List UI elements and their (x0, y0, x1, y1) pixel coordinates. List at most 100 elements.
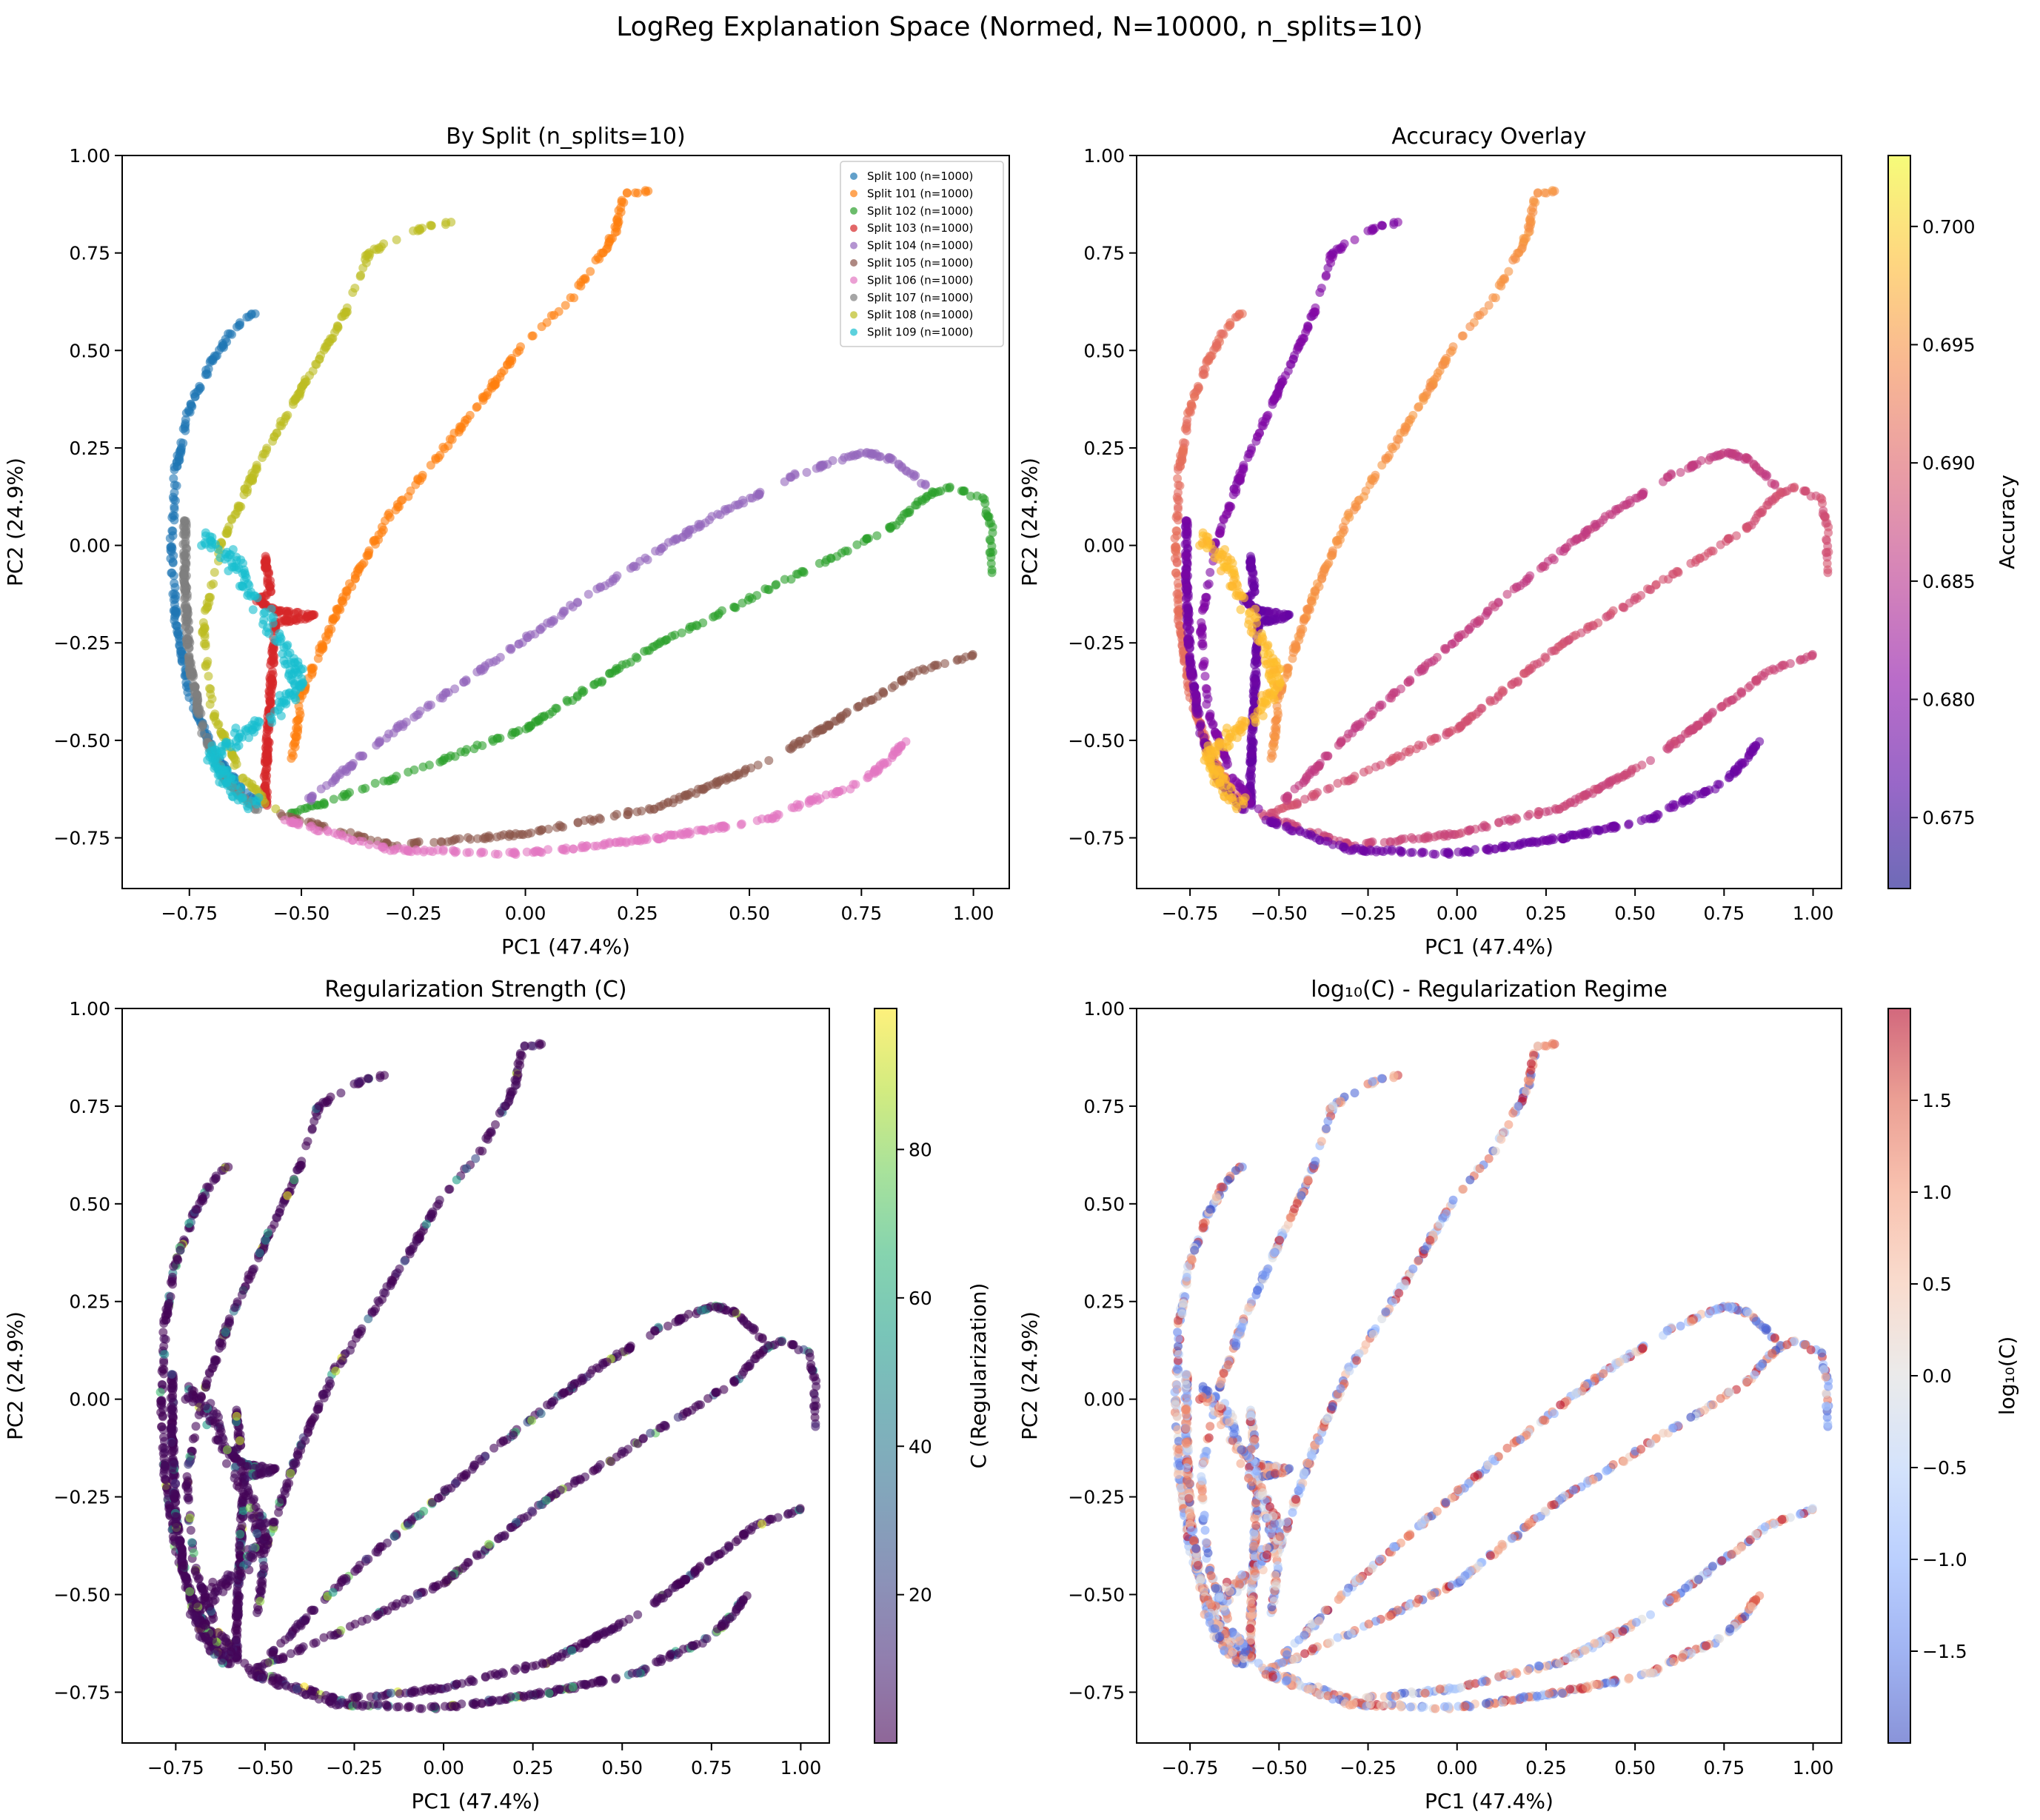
scatter-point (608, 233, 617, 243)
scatter-point (1172, 511, 1182, 520)
scatter-point (1249, 675, 1259, 685)
scatter-point (1252, 612, 1262, 622)
scatter-point (1396, 684, 1405, 694)
scatter-point (1368, 224, 1377, 233)
colorbar-tick-label: 0.695 (1922, 334, 1976, 355)
scatter-point (210, 351, 219, 361)
scatter-point (1419, 848, 1428, 857)
scatter-point (449, 846, 459, 856)
legend-label: Split 109 (n=1000) (867, 326, 973, 339)
scatter-point (1271, 608, 1281, 617)
scatter-point (395, 1264, 404, 1274)
scatter-point (609, 812, 619, 821)
scatter-point (592, 584, 602, 594)
scatter-point (1307, 765, 1317, 774)
scatter-point (173, 629, 183, 639)
scatter-point (263, 623, 272, 632)
scatter-point (612, 224, 621, 233)
scatter-point (632, 807, 642, 817)
scatter-point (230, 729, 239, 737)
scatter-point (720, 774, 730, 783)
scatter-point (909, 469, 918, 479)
scatter-point (1183, 408, 1192, 418)
scatter-point (952, 655, 962, 665)
scatter-point (472, 740, 482, 750)
scatter-point (1244, 449, 1254, 459)
scatter-point (300, 375, 310, 384)
scatter-point (1608, 606, 1618, 615)
scatter-point (537, 825, 546, 834)
scatter-point (1580, 527, 1590, 537)
scatter-point (583, 589, 593, 599)
scatter-point (206, 592, 215, 602)
scatter-point (1522, 577, 1531, 586)
scatter-point (1454, 847, 1463, 857)
scatter-point (586, 267, 595, 276)
scatter-point (1365, 845, 1375, 854)
x-tick-label: 0.50 (1614, 903, 1656, 924)
scatter-point (1285, 359, 1295, 369)
scatter-point (418, 762, 428, 772)
scatter-point (917, 495, 926, 504)
scatter-point (1219, 515, 1228, 524)
scatter-point (1525, 224, 1534, 233)
scatter-point (276, 417, 286, 426)
scatter-point (1742, 453, 1752, 463)
scatter-point (247, 474, 256, 484)
scatter-point (591, 255, 601, 265)
scatter-point (435, 757, 445, 767)
scatter-point (181, 537, 190, 546)
scatter-point (289, 1459, 298, 1468)
scatter-point (1223, 322, 1233, 332)
scatter-point (633, 188, 643, 198)
scatter-point (447, 435, 457, 444)
scatter-point (1408, 834, 1418, 844)
scatter-point (1414, 740, 1423, 750)
scatter-point (1323, 837, 1333, 846)
scatter-point (428, 1209, 438, 1219)
scatter-point (441, 218, 451, 227)
scatter-point (1220, 792, 1229, 801)
scatter-point (1336, 243, 1345, 252)
scatter-point (1262, 696, 1271, 706)
scatter-point (392, 235, 401, 244)
scatter-point (920, 666, 929, 675)
scatter-point (225, 329, 235, 338)
scatter-point (1491, 293, 1500, 303)
scatter-point (177, 654, 187, 663)
scatter-point (1204, 579, 1214, 589)
scatter-points (155, 1039, 821, 1713)
scatter-point (835, 787, 843, 796)
scatter-point (1453, 631, 1462, 640)
scatter-point (1687, 463, 1696, 472)
scatter-point (528, 331, 538, 341)
scatter-point (1296, 629, 1305, 639)
scatter-point (1400, 834, 1409, 843)
scatter-point (1686, 558, 1696, 568)
scatter-point (631, 652, 641, 662)
scatter-point (669, 798, 678, 808)
scatter-point (489, 658, 498, 666)
scatter-point (1377, 846, 1386, 856)
scatter-point (293, 608, 303, 617)
scatter-point (780, 575, 789, 584)
scatter-point (1181, 516, 1191, 525)
scatter-point (198, 721, 207, 730)
scatter-point (425, 846, 435, 856)
scatter-point (1645, 814, 1655, 823)
scatter-point (1275, 382, 1284, 392)
scatter-point (227, 792, 237, 801)
scatter-point (552, 823, 561, 832)
scatter-point (250, 591, 258, 600)
scatter-point (407, 1245, 416, 1254)
scatter-point (341, 307, 350, 317)
scatter-point (789, 740, 797, 750)
scatter-point (1750, 516, 1759, 526)
scatter-point (1532, 837, 1542, 846)
scatter-point (854, 702, 863, 712)
scatter-point (361, 783, 370, 793)
scatter-point (557, 844, 566, 854)
scatter-point (192, 689, 201, 699)
scatter-point (1590, 784, 1599, 794)
scatter-point (1271, 727, 1281, 737)
